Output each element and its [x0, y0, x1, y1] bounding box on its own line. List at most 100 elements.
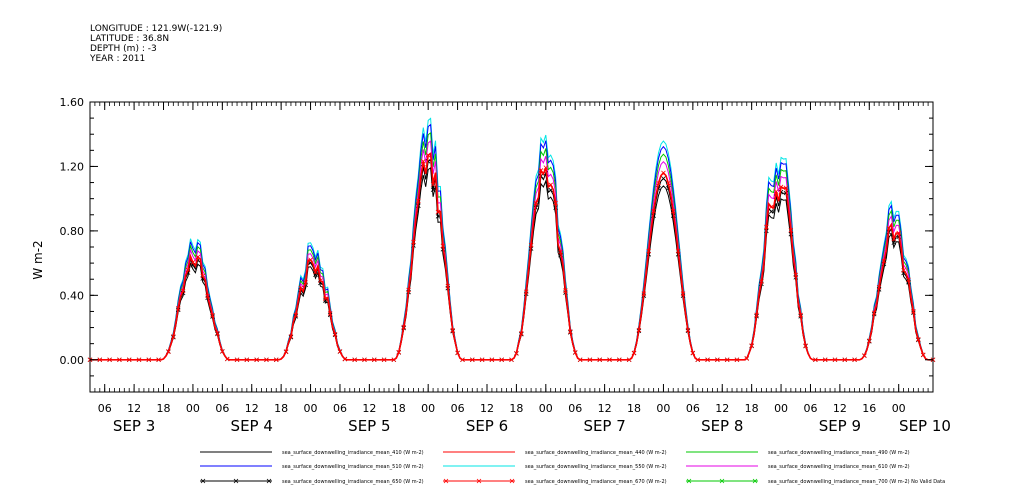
series-marker-7 — [916, 337, 921, 342]
series-marker-7 — [871, 310, 877, 316]
series-marker-7 — [685, 327, 691, 333]
series-marker-7 — [313, 269, 318, 275]
series-marker-7 — [631, 350, 637, 356]
series-marker-7 — [391, 357, 397, 363]
legend-entry-label: sea_surface_downwelling_irradiance_mean_… — [525, 479, 667, 485]
series-marker-7 — [523, 289, 529, 295]
series-marker-7 — [450, 328, 455, 333]
series-marker-7 — [244, 357, 250, 363]
series-marker-7 — [626, 357, 632, 363]
series-marker-7 — [690, 350, 696, 356]
series-marker-7 — [200, 273, 206, 279]
series-marker-6 — [891, 240, 897, 245]
series-marker-7 — [440, 243, 446, 249]
series-marker-7 — [430, 182, 436, 187]
series-marker-7 — [445, 283, 451, 289]
y-tick-label: 0.40 — [60, 289, 85, 302]
series-marker-7 — [528, 242, 534, 248]
series-marker-7 — [146, 357, 152, 363]
series-marker-7 — [425, 152, 431, 158]
series-marker-7 — [190, 259, 196, 265]
legend-marker — [686, 478, 692, 484]
series-marker-7 — [661, 170, 666, 176]
series-marker-7 — [920, 352, 926, 358]
y-axis-label: W m-2 — [31, 240, 45, 279]
day-label: SEP 10 — [899, 417, 951, 435]
series-marker-7 — [675, 248, 681, 254]
series-marker-7 — [332, 331, 338, 337]
series-marker-7 — [783, 185, 789, 191]
x-tick-label: 12 — [715, 402, 729, 415]
y-tick-label: 1.20 — [60, 160, 85, 173]
series-marker-7 — [607, 357, 612, 363]
legend-entry-label: sea_surface_downwelling_irradiance_mean_… — [282, 450, 424, 456]
series-marker-7 — [896, 230, 901, 236]
x-tick-label: 18 — [392, 402, 406, 415]
x-tick-label: 18 — [509, 402, 523, 415]
series-marker-7 — [558, 249, 563, 255]
legend: sea_surface_downwelling_irradiance_mean_… — [200, 450, 945, 485]
series-marker-7 — [273, 357, 279, 363]
series-marker-7 — [479, 357, 485, 363]
series-marker-7 — [327, 311, 333, 316]
series-marker-7 — [298, 285, 304, 291]
series-marker-7 — [489, 357, 495, 363]
series-marker-7 — [680, 291, 686, 296]
series-marker-7 — [862, 353, 867, 358]
series-marker-7 — [318, 278, 323, 283]
series-marker-7 — [666, 180, 671, 186]
series-marker-7 — [308, 257, 313, 263]
series-marker-7 — [705, 357, 710, 363]
series-marker-7 — [715, 357, 720, 363]
series-marker-7 — [406, 287, 411, 293]
latitude-line: LATITUDE : 36.8N — [90, 34, 169, 44]
legend-marker — [752, 478, 758, 484]
series-marker-7 — [416, 198, 421, 204]
x-tick-label: 00 — [539, 402, 553, 415]
day-label: SEP 9 — [819, 417, 861, 435]
legend-marker — [719, 478, 725, 484]
series-marker-7 — [136, 357, 142, 363]
x-tick-label: 12 — [480, 402, 494, 415]
series-marker-7 — [734, 357, 740, 363]
legend-entry-label: sea_surface_downwelling_irradiance_mean_… — [282, 464, 424, 470]
series-marker-7 — [670, 208, 676, 214]
day-label: SEP 6 — [466, 417, 508, 435]
series-marker-7 — [411, 239, 416, 245]
series-marker-7 — [803, 343, 808, 348]
day-label: SEP 8 — [701, 417, 743, 435]
series-marker-7 — [891, 236, 897, 242]
x-tick-label: 12 — [362, 402, 376, 415]
series-marker-6 — [661, 176, 666, 181]
series-marker-7 — [646, 248, 652, 254]
series-marker-7 — [401, 324, 406, 330]
series-marker-7 — [768, 204, 774, 210]
series-marker-7 — [509, 357, 514, 363]
series-marker-7 — [543, 165, 549, 170]
series-marker-7 — [283, 349, 289, 354]
series-marker-6 — [435, 214, 441, 219]
series-marker-7 — [533, 200, 539, 206]
series-marker-7 — [876, 284, 882, 290]
series-marker-7 — [117, 357, 122, 363]
series-marker-7 — [911, 309, 916, 314]
y-tick-label: 1.60 — [60, 96, 85, 109]
series-marker-7 — [234, 357, 240, 363]
legend-entry-label: sea_surface_downwelling_irradiance_mean_… — [525, 464, 667, 470]
series-marker-7 — [514, 350, 519, 356]
series-marker-7 — [597, 357, 603, 363]
series-marker-6 — [430, 187, 436, 193]
legend-entry-label: sea_surface_downwelling_irradiance_mean_… — [525, 450, 667, 456]
x-tick-label: 06 — [568, 402, 582, 415]
legend-marker — [266, 478, 272, 484]
series-marker-7 — [788, 228, 794, 233]
series-marker-7 — [210, 312, 215, 318]
header-info: LONGITUDE : 121.9W(-121.9) LATITUDE : 36… — [89, 24, 222, 64]
series-marker-6 — [322, 298, 328, 303]
series-marker-7 — [220, 348, 225, 354]
series-marker-7 — [224, 356, 230, 362]
series-marker-7 — [175, 305, 181, 311]
series-marker-7 — [362, 357, 367, 363]
series-marker-7 — [695, 357, 701, 363]
